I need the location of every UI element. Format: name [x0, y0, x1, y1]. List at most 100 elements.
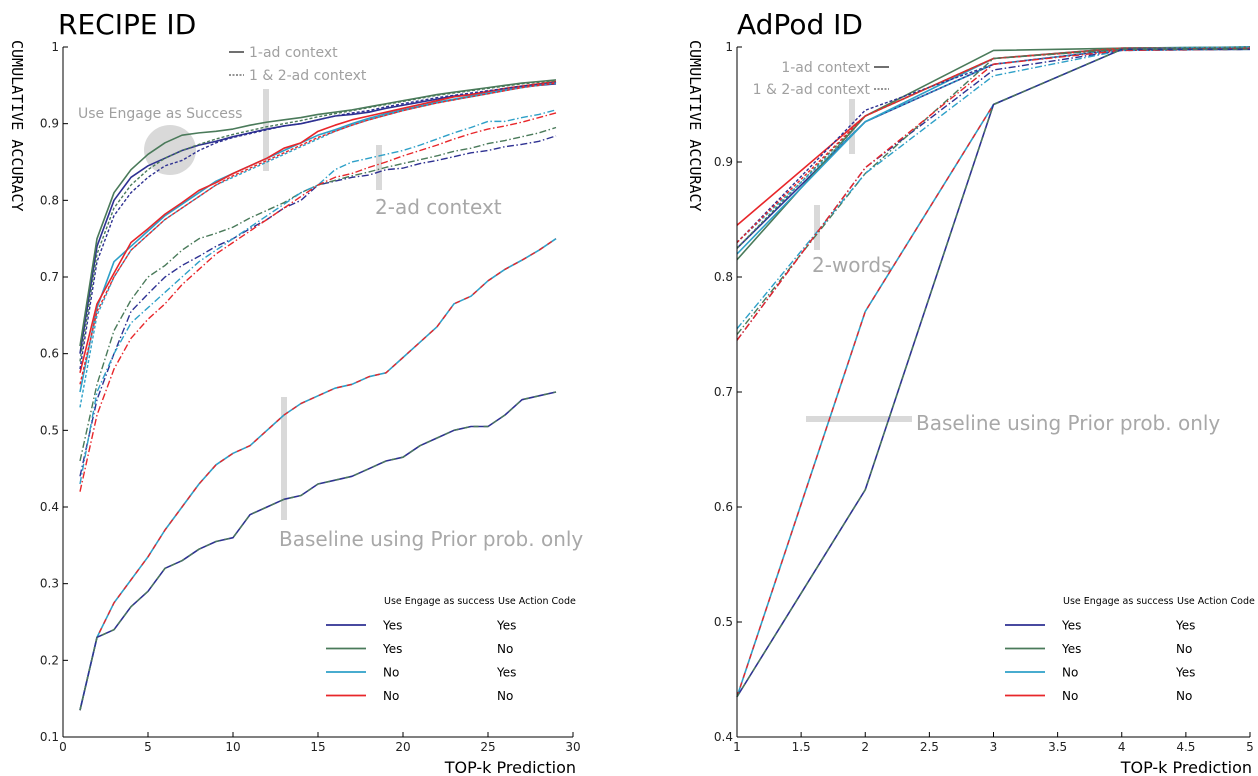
legend-engage-value: Yes: [1061, 642, 1081, 656]
x-tick-label: 3.5: [1048, 740, 1067, 754]
axes: 0.4 0.5 0.6 0.7 0.8 0.9 1 1 1.5 2 2.5 3 3.5 4 4.5 5: [714, 40, 1254, 754]
style-key-1ad: 1-ad context: [781, 60, 870, 76]
y-tick-label: 0.2: [40, 653, 59, 667]
series-line-2-words-3: [736, 48, 1251, 341]
y-tick-label: 0.4: [40, 500, 59, 514]
series-line-1-2-ad-context-1: [79, 80, 557, 362]
legend-header-engage: Use Engage as success: [384, 596, 495, 607]
legend-action-value: No: [1176, 642, 1192, 656]
series-line-2-ad-context-2: [79, 109, 557, 485]
legend-action-value: No: [497, 689, 513, 703]
x-tick-label: 3: [990, 740, 998, 754]
annotation-bar-2words: [814, 205, 820, 250]
series-line-1-2-ad-context-3: [79, 82, 557, 385]
legend-header-action: Use Action Code: [1177, 596, 1255, 607]
series-line-overlay-1: [79, 391, 557, 711]
legend-engage-value: Yes: [382, 619, 402, 633]
series-line-1-2-ad-context-2: [736, 46, 1251, 244]
y-tick-label: 1: [725, 40, 733, 54]
highlight-ellipse: [144, 125, 196, 175]
series-line-1-ad-context-1: [736, 46, 1251, 261]
y-tick-label: 0.5: [40, 423, 59, 437]
series-line-1-2-ad-context-0: [736, 46, 1251, 243]
x-tick-label: 20: [395, 740, 410, 754]
x-tick-label: 15: [310, 740, 325, 754]
y-tick-label: 1: [51, 40, 59, 54]
legend-engage-value: Yes: [382, 642, 402, 656]
y-tick-label: 0.6: [714, 500, 733, 514]
adpod-id-chart: AdPod ID CUMULATIVE ACCURACY TOP-k Predi…: [686, 8, 1255, 776]
x-tick-label: 10: [225, 740, 240, 754]
x-axis-label: TOP-k Prediction: [1120, 758, 1252, 776]
x-tick-label: 4.5: [1176, 740, 1195, 754]
series-line-1-ad-context-3: [79, 80, 557, 374]
x-tick-label: 2.5: [920, 740, 939, 754]
annotation-bar-baseline: [281, 397, 287, 520]
y-axis-label: CUMULATIVE ACCURACY: [8, 40, 26, 212]
y-tick-label: 0.9: [40, 117, 59, 131]
series-line-1-2-ad-context-3: [736, 47, 1251, 243]
x-tick-label: 1: [733, 740, 741, 754]
legend: Use Engage as success Use Action Code Yes Y…: [326, 596, 576, 703]
annotation-engage: Use Engage as Success: [78, 106, 242, 122]
legend-action-value: No: [497, 642, 513, 656]
x-tick-label: 0: [59, 740, 67, 754]
legend-engage-value: No: [1062, 689, 1078, 703]
legend-engage-value: Yes: [1061, 619, 1081, 633]
style-key-1ad: 1-ad context: [249, 45, 338, 61]
series-line-overlay-0: [79, 238, 557, 711]
series-group: [736, 46, 1251, 698]
series-group: [79, 79, 557, 711]
legend-action-value: No: [1176, 689, 1192, 703]
series-line-2-words-1: [736, 47, 1251, 335]
legend-action-value: Yes: [1175, 619, 1195, 633]
legend: Use Engage as success Use Action Code Yes Y…: [1005, 596, 1255, 703]
annotations: Use Engage as Success 2-ad context Basel…: [78, 45, 583, 551]
y-tick-label: 0.8: [714, 270, 733, 284]
style-key-1and2ad: 1 & 2-ad context: [753, 82, 871, 98]
series-line-1-2-ad-context-2: [79, 82, 557, 408]
annotation-bar-baseline: [806, 416, 912, 422]
y-tick-label: 0.1: [40, 730, 59, 744]
y-axis-label: CUMULATIVE ACCURACY: [686, 40, 704, 212]
recipe-id-chart: RECIPE ID CUMULATIVE ACCURACY TOP-k Pred…: [8, 8, 583, 776]
y-tick-label: 0.6: [40, 347, 59, 361]
series-line-overlay-1: [736, 48, 1250, 698]
series-line-1-ad-context-2: [79, 81, 557, 393]
legend-action-value: Yes: [496, 619, 516, 633]
annotations: 2-words Baseline using Prior prob. only …: [753, 60, 1221, 435]
x-tick-label: 5: [144, 740, 152, 754]
series-line-2-ad-context-0: [79, 135, 557, 477]
series-line-1-ad-context-0: [736, 46, 1251, 249]
legend-header-engage: Use Engage as success: [1063, 596, 1174, 607]
y-tick-label: 0.7: [40, 270, 59, 284]
chart-title: RECIPE ID: [58, 8, 196, 41]
x-axis-label: TOP-k Prediction: [444, 758, 576, 776]
legend-engage-value: No: [383, 689, 399, 703]
legend-engage-value: No: [1062, 666, 1078, 680]
legend-engage-value: No: [383, 666, 399, 680]
series-line-1-ad-context-2: [736, 46, 1251, 255]
y-tick-label: 0.9: [714, 155, 733, 169]
axes: 0.10.20.30.40.50.60.70.80.910 5 10 15 20 25 30: [40, 40, 581, 754]
series-line-1-2-ad-context-1: [736, 46, 1251, 249]
legend-action-value: Yes: [496, 666, 516, 680]
chart-title: AdPod ID: [737, 8, 863, 41]
annotation-baseline: Baseline using Prior prob. only: [916, 411, 1220, 435]
annotation-bar-2ad: [376, 145, 382, 190]
y-tick-label: 0.8: [40, 193, 59, 207]
x-tick-label: 30: [565, 740, 580, 754]
x-tick-label: 4: [1118, 740, 1126, 754]
y-tick-label: 0.5: [714, 615, 733, 629]
annotation-baseline: Baseline using Prior prob. only: [279, 527, 583, 551]
series-line-2-ad-context-3: [79, 112, 557, 492]
annotation-2words: 2-words: [812, 253, 892, 277]
y-tick-label: 0.7: [714, 385, 733, 399]
x-tick-label: 2: [861, 740, 869, 754]
legend-action-value: Yes: [1175, 666, 1195, 680]
series-line-baseline-using-prior-prob-only-0: [79, 238, 557, 711]
series-line-2-ad-context-1: [79, 126, 557, 462]
x-tick-label: 5: [1246, 740, 1254, 754]
series-line-1-2-ad-context-0: [79, 81, 557, 370]
